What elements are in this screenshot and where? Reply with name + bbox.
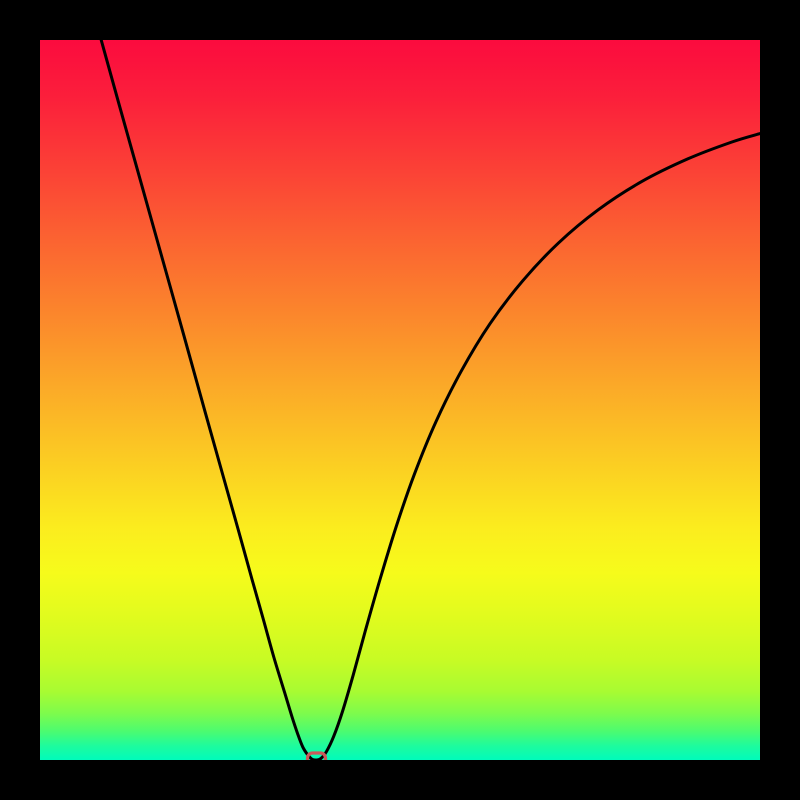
chart-plot-area (40, 40, 760, 760)
chart-svg (0, 0, 800, 800)
chart-stage: TheBottleneck.com (0, 0, 800, 800)
